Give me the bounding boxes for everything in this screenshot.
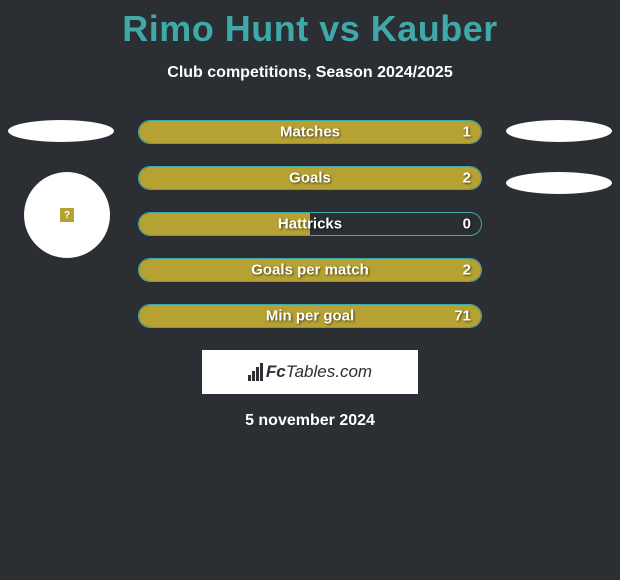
stat-bar-matches: Matches 1	[138, 120, 482, 144]
comparison-content: ? Matches 1 Goals 2 Hattricks 0 Goals pe…	[0, 120, 620, 430]
bar-value-right: 71	[454, 308, 471, 325]
brand-logo: FcTables.com	[248, 362, 372, 382]
avatar-placeholder-icon: ?	[58, 206, 76, 224]
bar-label: Goals per match	[251, 262, 369, 279]
bar-label: Goals	[289, 170, 331, 187]
bar-value-right: 1	[463, 124, 471, 141]
player-ellipse-right-1	[506, 120, 612, 142]
page-subtitle: Club competitions, Season 2024/2025	[0, 64, 620, 82]
player-avatar-left: ?	[24, 172, 110, 258]
date-label: 5 november 2024	[0, 412, 620, 430]
bar-value-right: 2	[463, 262, 471, 279]
stat-bar-hattricks: Hattricks 0	[138, 212, 482, 236]
stat-bar-goals-per-match: Goals per match 2	[138, 258, 482, 282]
page-title: Rimo Hunt vs Kauber	[0, 0, 620, 50]
player-ellipse-left	[8, 120, 114, 142]
bar-label: Min per goal	[266, 308, 354, 325]
branding-box: FcTables.com	[202, 350, 418, 394]
bar-value-right: 0	[463, 216, 471, 233]
bar-label: Hattricks	[278, 216, 342, 233]
right-player-column	[506, 120, 612, 224]
stat-bars: Matches 1 Goals 2 Hattricks 0 Goals per …	[138, 120, 482, 328]
bars-chart-icon	[248, 363, 263, 381]
left-player-column: ?	[8, 120, 114, 258]
player-ellipse-right-2	[506, 172, 612, 194]
brand-text: FcTables.com	[266, 362, 372, 382]
bar-label: Matches	[280, 124, 340, 141]
stat-bar-min-per-goal: Min per goal 71	[138, 304, 482, 328]
bar-value-right: 2	[463, 170, 471, 187]
stat-bar-goals: Goals 2	[138, 166, 482, 190]
